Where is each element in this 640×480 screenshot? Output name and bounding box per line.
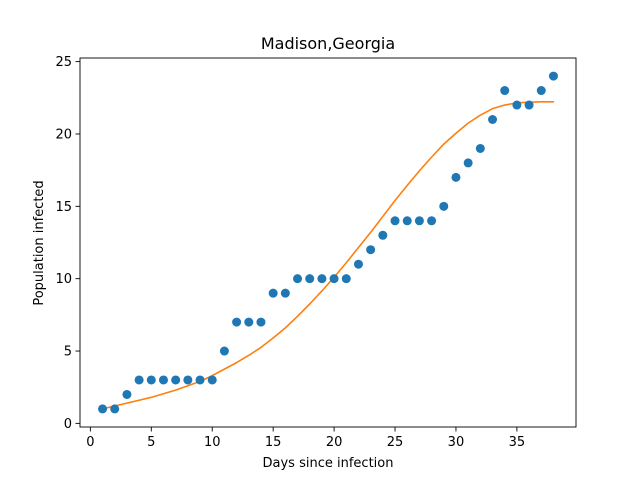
x-axis-ticks: 0 5 10 15 20 25 30 35: [86, 427, 525, 450]
fit-line: [101, 101, 555, 410]
x-axis-label: Days since infection: [263, 456, 394, 471]
data-point: [207, 375, 217, 385]
chart-title: Madison,Georgia: [261, 34, 395, 53]
data-point: [500, 86, 510, 96]
data-point: [171, 375, 181, 385]
data-point: [293, 274, 303, 284]
y-axis-ticks: 0 5 10 15 20 25: [55, 55, 80, 432]
data-point: [475, 143, 485, 153]
x-tick-label: 25: [387, 435, 404, 450]
data-point: [329, 274, 339, 284]
data-point: [256, 317, 266, 327]
data-point: [548, 71, 558, 81]
x-tick-label: 5: [147, 435, 155, 450]
data-point: [512, 100, 522, 110]
y-tick-label: 0: [64, 417, 72, 432]
scatter-layer: [98, 71, 558, 414]
axes-border: [79, 57, 577, 428]
y-axis-label: Population infected: [32, 180, 47, 305]
data-point: [439, 201, 449, 211]
x-tick-label: 30: [448, 435, 465, 450]
data-point: [244, 317, 254, 327]
data-point: [98, 404, 108, 414]
data-point: [463, 158, 473, 168]
data-point: [268, 288, 278, 298]
data-point: [390, 216, 400, 226]
data-point: [232, 317, 242, 327]
data-point: [451, 172, 461, 182]
x-tick-label: 0: [86, 435, 94, 450]
x-tick-label: 20: [326, 435, 343, 450]
data-point: [183, 375, 193, 385]
axes-frame: [79, 57, 577, 428]
y-tick-label: 20: [55, 127, 72, 142]
data-point: [122, 389, 132, 399]
data-point: [488, 115, 498, 124]
data-point: [317, 274, 327, 284]
data-point: [134, 375, 144, 385]
plot-area: [80, 58, 576, 427]
x-tick-label: 10: [204, 435, 221, 450]
data-point: [353, 259, 363, 269]
data-point: [366, 245, 376, 255]
y-tick-label: 15: [55, 200, 72, 215]
plot-background: [80, 58, 576, 427]
data-point: [219, 346, 229, 356]
data-point: [158, 375, 168, 385]
y-tick-label: 10: [55, 272, 72, 287]
data-point: [341, 274, 351, 284]
data-point: [414, 216, 424, 226]
data-point: [536, 86, 546, 96]
data-point: [146, 375, 156, 385]
data-point: [524, 100, 534, 110]
x-tick-label: 35: [509, 435, 526, 450]
y-tick-label: 5: [64, 345, 72, 360]
y-tick-label: 25: [55, 55, 72, 70]
data-point: [195, 375, 205, 385]
x-tick-label: 15: [265, 435, 282, 450]
data-point: [110, 404, 120, 414]
data-point: [305, 274, 315, 284]
data-point: [378, 230, 388, 240]
data-point: [427, 216, 437, 226]
data-point: [280, 288, 290, 298]
fit-line-layer: [101, 101, 555, 410]
data-point: [402, 216, 412, 226]
